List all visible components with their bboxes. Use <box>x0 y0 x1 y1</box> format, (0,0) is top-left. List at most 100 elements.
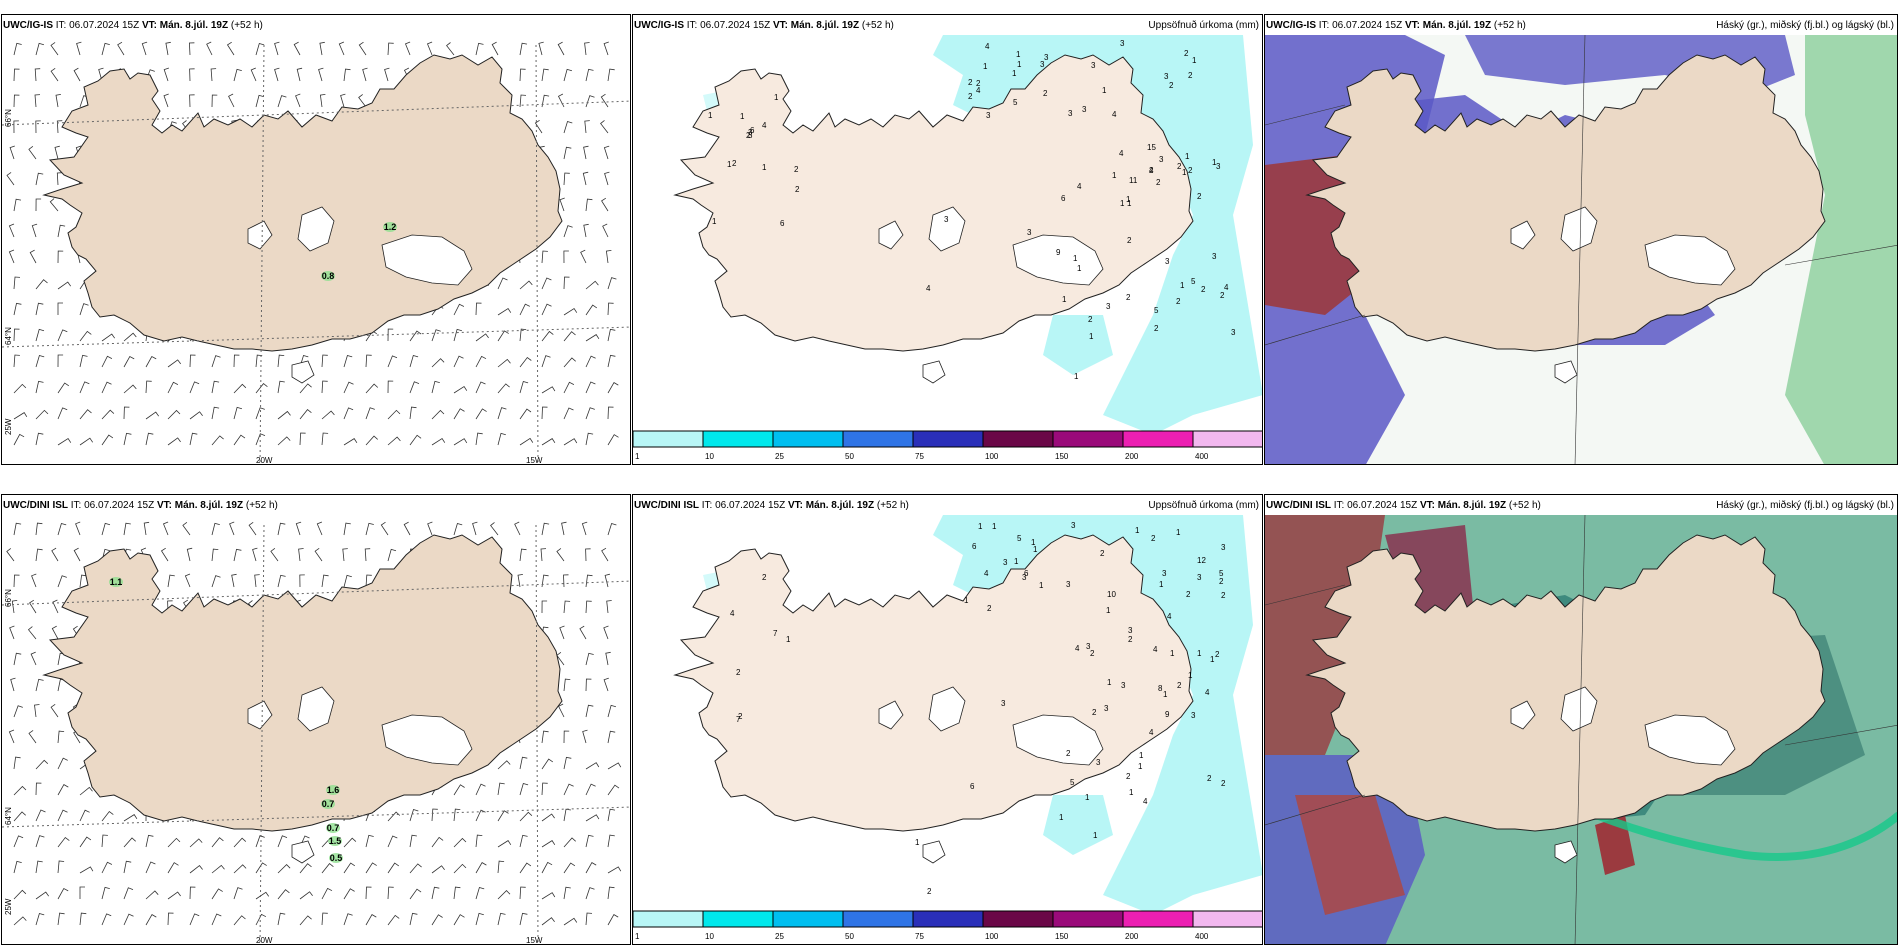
wind-barb <box>228 93 235 108</box>
wind-barb <box>123 406 130 420</box>
precip-value: 1 <box>1062 295 1067 304</box>
wind-barb <box>49 198 59 212</box>
wind-barb <box>250 67 257 82</box>
wind-barb <box>57 437 72 446</box>
wind-barb <box>101 333 116 342</box>
wind-barb <box>365 834 374 848</box>
lon-line <box>1574 34 1586 464</box>
colorbar-tick: 1 <box>635 932 640 941</box>
wind-barb <box>365 522 374 536</box>
precip-value: 9 <box>1165 710 1170 719</box>
precip-value: 2 <box>968 78 973 87</box>
precip-value: 1 <box>1159 580 1164 589</box>
wind-barb <box>563 381 575 394</box>
wind-barb <box>141 41 148 56</box>
wind-barb <box>9 145 15 160</box>
wind-barb <box>57 329 68 342</box>
wind-barb <box>541 730 549 744</box>
precip-value: 4 <box>1153 645 1158 654</box>
wind-barb <box>13 42 22 56</box>
glacier-outline <box>247 220 273 250</box>
wind-barb <box>254 574 260 588</box>
precip-value: 0.7 <box>327 823 340 833</box>
wind-barb <box>475 862 487 874</box>
wind-barb <box>453 408 465 420</box>
wind-barb <box>30 651 37 666</box>
precip-value: 2 <box>1215 650 1220 659</box>
wind-barb <box>387 862 400 874</box>
wind-barb <box>35 380 44 394</box>
wind-barb <box>233 354 240 368</box>
panel-title: UWC/DINI ISL IT: 06.07.2024 15Z VT: Mán.… <box>3 500 278 511</box>
wind-barb <box>607 328 616 342</box>
wind-barb <box>13 276 21 290</box>
wind-barb <box>79 381 90 394</box>
precip-value: 2 <box>1156 178 1161 187</box>
wind-barb <box>519 834 528 848</box>
precip-value: 4 <box>1119 149 1124 158</box>
wind-barb <box>431 437 446 446</box>
wind-barb <box>563 837 576 848</box>
wind-barb <box>585 600 592 614</box>
wind-barb <box>98 67 104 82</box>
wind-barb <box>453 784 465 796</box>
wind-barb <box>558 703 565 718</box>
wind-barb <box>101 886 110 900</box>
precip-value: 1.5 <box>329 836 342 846</box>
wind-barb <box>556 548 565 562</box>
wind-barb <box>541 406 548 420</box>
wind-barb <box>387 328 394 342</box>
wind-barb <box>255 354 263 368</box>
wind-barb <box>563 225 573 238</box>
wind-barb <box>431 886 440 900</box>
wind-barb <box>57 860 65 874</box>
wind-barb <box>31 573 37 588</box>
glacier-outline <box>878 700 904 730</box>
wind-barb <box>475 355 487 368</box>
precip-value: 2 <box>794 165 799 174</box>
glacier-outline <box>1644 234 1736 286</box>
precip-value: 1 <box>1163 690 1168 699</box>
lat-label: 64°N <box>4 807 13 825</box>
wind-barb <box>321 912 328 926</box>
colorbar-segment <box>633 430 704 448</box>
lat-label: 64°N <box>4 327 13 345</box>
wind-barb <box>211 864 225 874</box>
wind-barb <box>475 333 489 342</box>
wind-barb <box>6 548 15 562</box>
precip-value: 1 <box>708 111 713 120</box>
precip-value: 2 <box>1100 549 1105 558</box>
wind-barb <box>13 328 20 342</box>
precip-value: 3 <box>748 131 753 140</box>
wind-barb <box>585 574 593 588</box>
wind-barb <box>145 890 159 900</box>
colorbar-segment <box>982 430 1054 448</box>
wind-barb <box>229 521 235 536</box>
precip-value: 3 <box>1128 626 1133 635</box>
precip-value: 3 <box>1212 252 1217 261</box>
wind-barb <box>270 547 279 562</box>
wind-barb <box>343 407 354 420</box>
wind-barb <box>79 574 87 588</box>
precip-value: 1.2 <box>384 222 397 232</box>
wind-barb <box>343 381 354 394</box>
colorbar-segment <box>702 910 774 928</box>
wind-barb <box>387 886 394 900</box>
wind-barb <box>491 41 499 56</box>
wind-barb <box>453 863 467 874</box>
wind-barb <box>299 915 312 926</box>
wind-barb <box>277 835 288 848</box>
precip-value: 5 <box>1191 277 1196 286</box>
wind-barb <box>79 886 85 899</box>
wind-barb <box>145 834 154 848</box>
wind-barb <box>563 756 572 770</box>
wind-barb <box>277 436 291 446</box>
wind-barb <box>387 914 400 926</box>
wind-barb <box>603 677 609 692</box>
precip-value: 3 <box>1003 558 1008 567</box>
wind-barb <box>277 380 285 394</box>
wind-barb <box>211 355 221 368</box>
precip-value: 2 <box>1169 81 1174 90</box>
wind-barb <box>117 41 125 56</box>
wind-barb <box>453 808 461 822</box>
